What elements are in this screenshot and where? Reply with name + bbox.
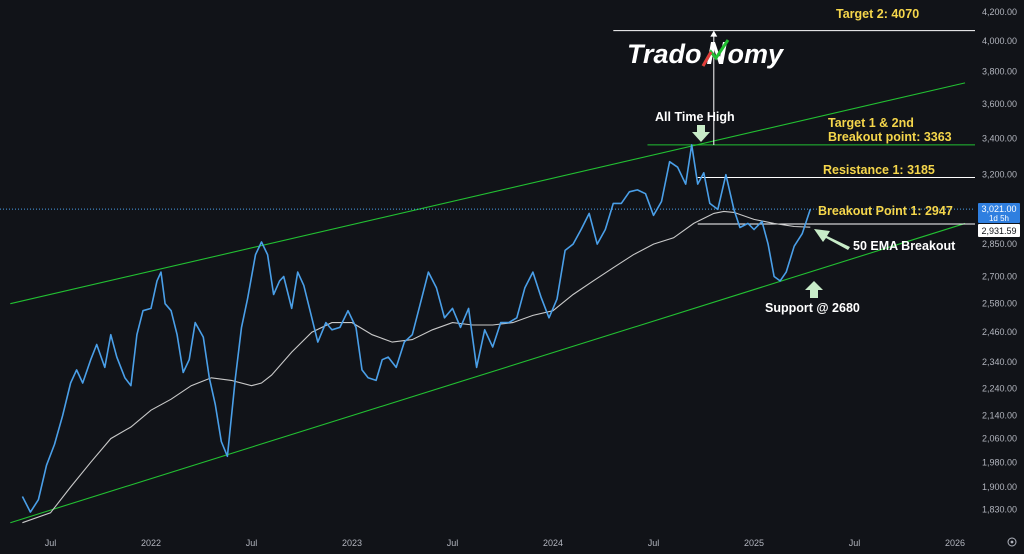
time-axis: Jul 2022 Jul 2023 Jul 2024 Jul 2025 Jul 2026 [45, 538, 965, 548]
channel-upper-line [10, 82, 966, 305]
y-tick-label: 2,060.00 [982, 434, 1017, 444]
logo-text: Trado omy [627, 39, 785, 69]
x-tick-label: Jul [45, 538, 57, 548]
y-tick-label: 2,140.00 [982, 411, 1017, 421]
x-tick-label: Jul [447, 538, 459, 548]
x-tick-label: Jul [246, 538, 258, 548]
y-tick-label: 2,340.00 [982, 357, 1017, 367]
diagonal-arrow-icon [814, 229, 850, 250]
price-levels [613, 30, 975, 225]
ema-breakout-label: 50 EMA Breakout [853, 239, 956, 253]
logo: Trado omy [627, 39, 785, 69]
logo-chart-red-icon [701, 51, 713, 67]
down-arrow-icon [692, 125, 710, 142]
x-tick-label: 2023 [342, 538, 362, 548]
logo-part1: Trado [627, 39, 702, 69]
last-price-badge-bg [978, 203, 1020, 223]
level-label: Target 2: 4070 [836, 7, 919, 21]
timeframe-label: 1d 5h [989, 214, 1009, 223]
y-tick-label: 4,200.00 [982, 7, 1017, 17]
callout-arrows [692, 125, 850, 298]
last-price-badge: 3,021.00 1d 5h [978, 203, 1020, 223]
x-tick-label: Jul [849, 538, 861, 548]
y-tick-label: 2,460.00 [982, 327, 1017, 337]
y-tick-label: 1,830.00 [982, 504, 1017, 514]
y-tick-label: 3,600.00 [982, 99, 1017, 109]
ema-50-line [22, 210, 811, 524]
level-label: Breakout Point 1: 2947 [818, 204, 953, 218]
logo-part2: omy [728, 39, 786, 69]
trend-channel [10, 82, 966, 524]
annotation-labels: Target 2: 4070 Target 1 & 2nd Breakout poi… [655, 7, 956, 315]
y-tick-label: 4,000.00 [982, 36, 1017, 46]
y-tick-label: 2,240.00 [982, 383, 1017, 393]
ema-price-badge-bg [978, 224, 1020, 237]
x-tick-label: 2024 [543, 538, 563, 548]
last-price-value: 3,021.00 [981, 204, 1016, 214]
settings-icon[interactable] [1007, 537, 1017, 547]
y-tick-label: 3,800.00 [982, 67, 1017, 77]
ema-price-value: 2,931.59 [981, 226, 1016, 236]
support-label: Support @ 2680 [765, 301, 860, 315]
y-tick-label: 3,200.00 [982, 170, 1017, 180]
x-tick-label: 2022 [141, 538, 161, 548]
channel-lower-line [10, 222, 966, 524]
x-tick-label: 2025 [744, 538, 764, 548]
y-tick-label: 3,400.00 [982, 133, 1017, 143]
x-tick-label: Jul [648, 538, 660, 548]
x-tick-label: 2026 [945, 538, 965, 548]
target-arrow-head [710, 30, 718, 37]
up-arrow-icon [805, 281, 823, 298]
y-tick-label: 2,700.00 [982, 271, 1017, 281]
all-time-high-label: All Time High [655, 110, 735, 124]
y-tick-label: 1,900.00 [982, 482, 1017, 492]
price-line [21, 144, 812, 513]
y-tick-label: 2,580.00 [982, 299, 1017, 309]
level-label: Target 1 & 2nd Breakout point: 3363 [828, 116, 952, 144]
ema-price-badge: 2,931.59 [978, 224, 1020, 237]
level-label: Resistance 1: 3185 [823, 163, 935, 177]
y-tick-label: 2,850.00 [982, 239, 1017, 249]
y-tick-label: 1,980.00 [982, 457, 1017, 467]
